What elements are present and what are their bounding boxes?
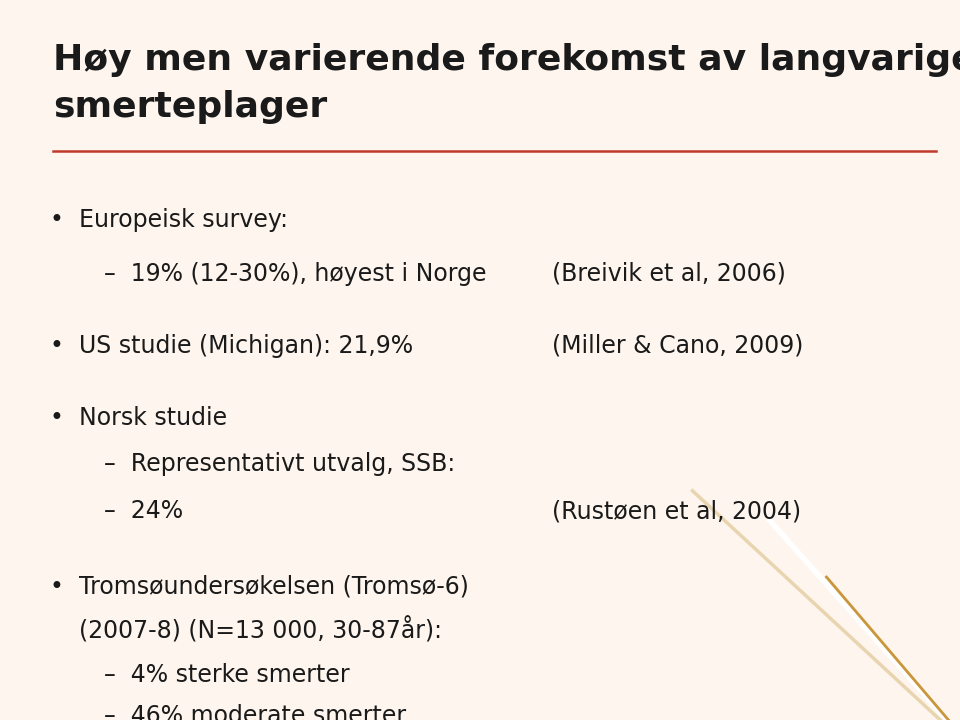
Text: Europeisk survey:: Europeisk survey: (79, 207, 288, 232)
Text: (2007-8) (N=13 000, 30-87år):: (2007-8) (N=13 000, 30-87år): (79, 617, 442, 643)
Text: Høy men varierende forekomst av langvarige: Høy men varierende forekomst av langvari… (53, 43, 960, 77)
Text: Norsk studie: Norsk studie (79, 405, 227, 430)
Text: •: • (50, 405, 63, 430)
Text: (Rustøen et al, 2004): (Rustøen et al, 2004) (552, 499, 802, 523)
Text: –  4% sterke smerter: – 4% sterke smerter (104, 662, 349, 687)
Text: •: • (50, 207, 63, 232)
Text: –  19% (12-30%), høyest i Norge: – 19% (12-30%), høyest i Norge (104, 261, 486, 286)
Text: –  46% moderate smerter: – 46% moderate smerter (104, 704, 406, 720)
Text: (Miller & Cano, 2009): (Miller & Cano, 2009) (552, 333, 804, 358)
Text: –  Representativt utvalg, SSB:: – Representativt utvalg, SSB: (104, 452, 455, 477)
Text: smerteplager: smerteplager (53, 90, 327, 124)
Text: •: • (50, 575, 63, 599)
Text: (Breivik et al, 2006): (Breivik et al, 2006) (552, 261, 786, 286)
Text: US studie (Michigan): 21,9%: US studie (Michigan): 21,9% (79, 333, 413, 358)
Text: •: • (50, 333, 63, 358)
Text: –  24%: – 24% (104, 499, 182, 523)
Text: Tromsøundersøkelsen (Tromsø-6): Tromsøundersøkelsen (Tromsø-6) (79, 575, 468, 599)
